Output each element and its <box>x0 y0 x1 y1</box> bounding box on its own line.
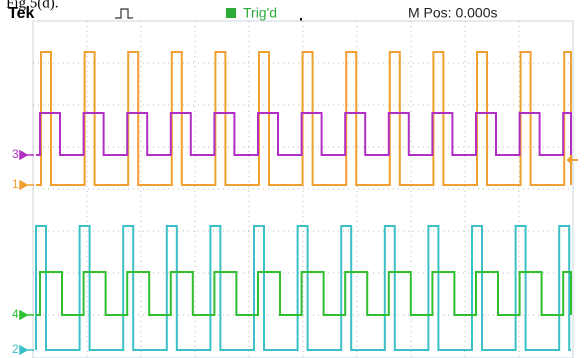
trigger-status: Trig'd <box>243 5 277 21</box>
channel-label: 2 <box>12 342 19 356</box>
channel-label: 1 <box>12 177 19 191</box>
channel-label: 3 <box>12 147 19 161</box>
channel-label: 4 <box>12 307 19 321</box>
oscilloscope-screenshot: Fig.5(d). Tek Trig'd M Pos: 0.000s 3142 <box>0 0 585 358</box>
trigger-indicator <box>226 8 236 18</box>
brand: Tek <box>8 5 34 22</box>
position: M Pos: 0.000s <box>408 5 498 21</box>
